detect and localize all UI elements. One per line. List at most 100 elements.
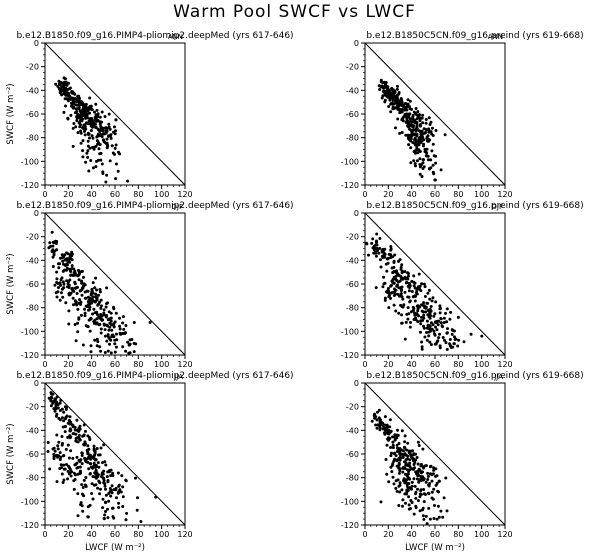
chart2-x-tick-label: 0	[362, 190, 367, 199]
chart2-point	[434, 154, 438, 158]
chart3-point	[68, 267, 72, 271]
chart4-point	[397, 311, 401, 315]
chart1-point	[94, 113, 98, 117]
chart2-point	[404, 120, 408, 124]
chart2-point	[413, 138, 417, 142]
chart5-point	[97, 453, 100, 457]
chart1-x-tick-label: 100	[154, 190, 169, 199]
chart3-point	[94, 292, 98, 296]
chart5-point	[76, 472, 80, 476]
chart6-point	[403, 434, 407, 438]
chart4-point	[381, 247, 385, 251]
chart6-point	[391, 443, 395, 447]
chart2-point	[428, 123, 432, 126]
chart3-point	[88, 305, 92, 309]
chart3-x-tick-label: 120	[177, 360, 192, 369]
chart1-point	[67, 81, 70, 85]
chart6-point	[383, 431, 386, 435]
chart5-point	[99, 446, 103, 450]
chart2-point	[416, 110, 420, 114]
chart4-point	[429, 305, 433, 308]
chart2-point	[385, 87, 389, 91]
chart5-point	[104, 510, 107, 513]
chart1-point	[74, 103, 78, 107]
chart2-point	[417, 113, 421, 117]
chart3-point	[57, 266, 61, 270]
chart5-point	[121, 485, 125, 489]
chart4-point	[382, 251, 386, 255]
chart1-point	[100, 110, 104, 114]
chart3-point	[105, 339, 109, 343]
chart4-point	[399, 303, 403, 307]
chart6-point	[413, 484, 417, 488]
chart2-point	[408, 99, 412, 103]
chart2-point	[418, 116, 422, 120]
chart3-point	[51, 265, 55, 268]
chart3-y-tick-label: -100	[21, 327, 39, 336]
chart4-point	[387, 306, 391, 310]
chart3-point	[99, 298, 103, 302]
chart2-point	[414, 142, 418, 146]
chart2-point	[414, 107, 418, 110]
chart4-point	[429, 343, 433, 347]
chart3-point	[98, 345, 102, 349]
chart1-point	[78, 97, 82, 100]
chart4-point	[425, 338, 429, 342]
chart3-point	[55, 270, 59, 274]
chart5-point	[75, 461, 79, 465]
chart2-point	[421, 167, 425, 171]
chart3-point	[94, 276, 98, 280]
chart6-x-tick-label: 60	[430, 530, 440, 539]
chart4-x-tick-label: 120	[497, 360, 512, 369]
chart3-point	[62, 282, 66, 286]
chart2-point	[423, 150, 427, 154]
chart6-point	[428, 517, 432, 521]
chart1-point	[86, 144, 90, 148]
chart4-point	[392, 294, 396, 297]
chart3-point	[107, 317, 111, 321]
chart5-point	[120, 474, 124, 478]
chart4-point	[428, 312, 432, 316]
chart3-point	[79, 302, 83, 306]
chart4-point	[397, 274, 401, 278]
chart2-point	[406, 98, 410, 102]
chart1-point	[83, 110, 87, 114]
chart4-point	[414, 291, 418, 295]
chart5-point	[51, 447, 55, 451]
chart3-point	[102, 308, 106, 312]
chart3-point	[61, 259, 65, 263]
chart3-x-tick-label: 60	[110, 360, 120, 369]
chart4-point	[435, 328, 439, 332]
chart1-point	[113, 125, 116, 129]
chart3-x-tick-label: 100	[154, 360, 169, 369]
chart4-title: b.e12.B1850C5CN.f09_g16.preind (yrs 619-…	[366, 201, 583, 211]
chart5-point	[66, 469, 70, 473]
chart1-point	[78, 119, 82, 122]
chart2-y-tick-label: -40	[346, 86, 359, 95]
chart6-point	[403, 481, 407, 485]
chart2-point	[439, 168, 443, 172]
chart3-point	[121, 321, 125, 325]
chart6-point	[422, 488, 426, 491]
chart1-scatter-points	[54, 76, 130, 184]
chart5-point	[101, 506, 105, 510]
chart1-y-tick-label: -20	[26, 63, 39, 72]
chart6-point	[385, 472, 389, 476]
chart2-point	[422, 158, 425, 162]
chart3-point	[51, 244, 55, 248]
chart5-point	[110, 491, 114, 495]
chart5-point	[64, 406, 68, 410]
chart6-point	[422, 492, 426, 496]
chart2-point	[431, 163, 435, 167]
chart4-point	[395, 272, 399, 276]
chart5-point	[52, 452, 56, 456]
chart4-point	[420, 282, 424, 286]
chart3-point	[90, 301, 94, 305]
chart4-point	[382, 282, 386, 286]
chart5-point	[89, 457, 93, 461]
chart2-point	[405, 118, 409, 122]
chart5-point	[135, 508, 139, 512]
chart1-point	[85, 113, 89, 117]
chart4-point	[412, 274, 416, 278]
chart4-y-tick-label: -40	[346, 256, 359, 265]
